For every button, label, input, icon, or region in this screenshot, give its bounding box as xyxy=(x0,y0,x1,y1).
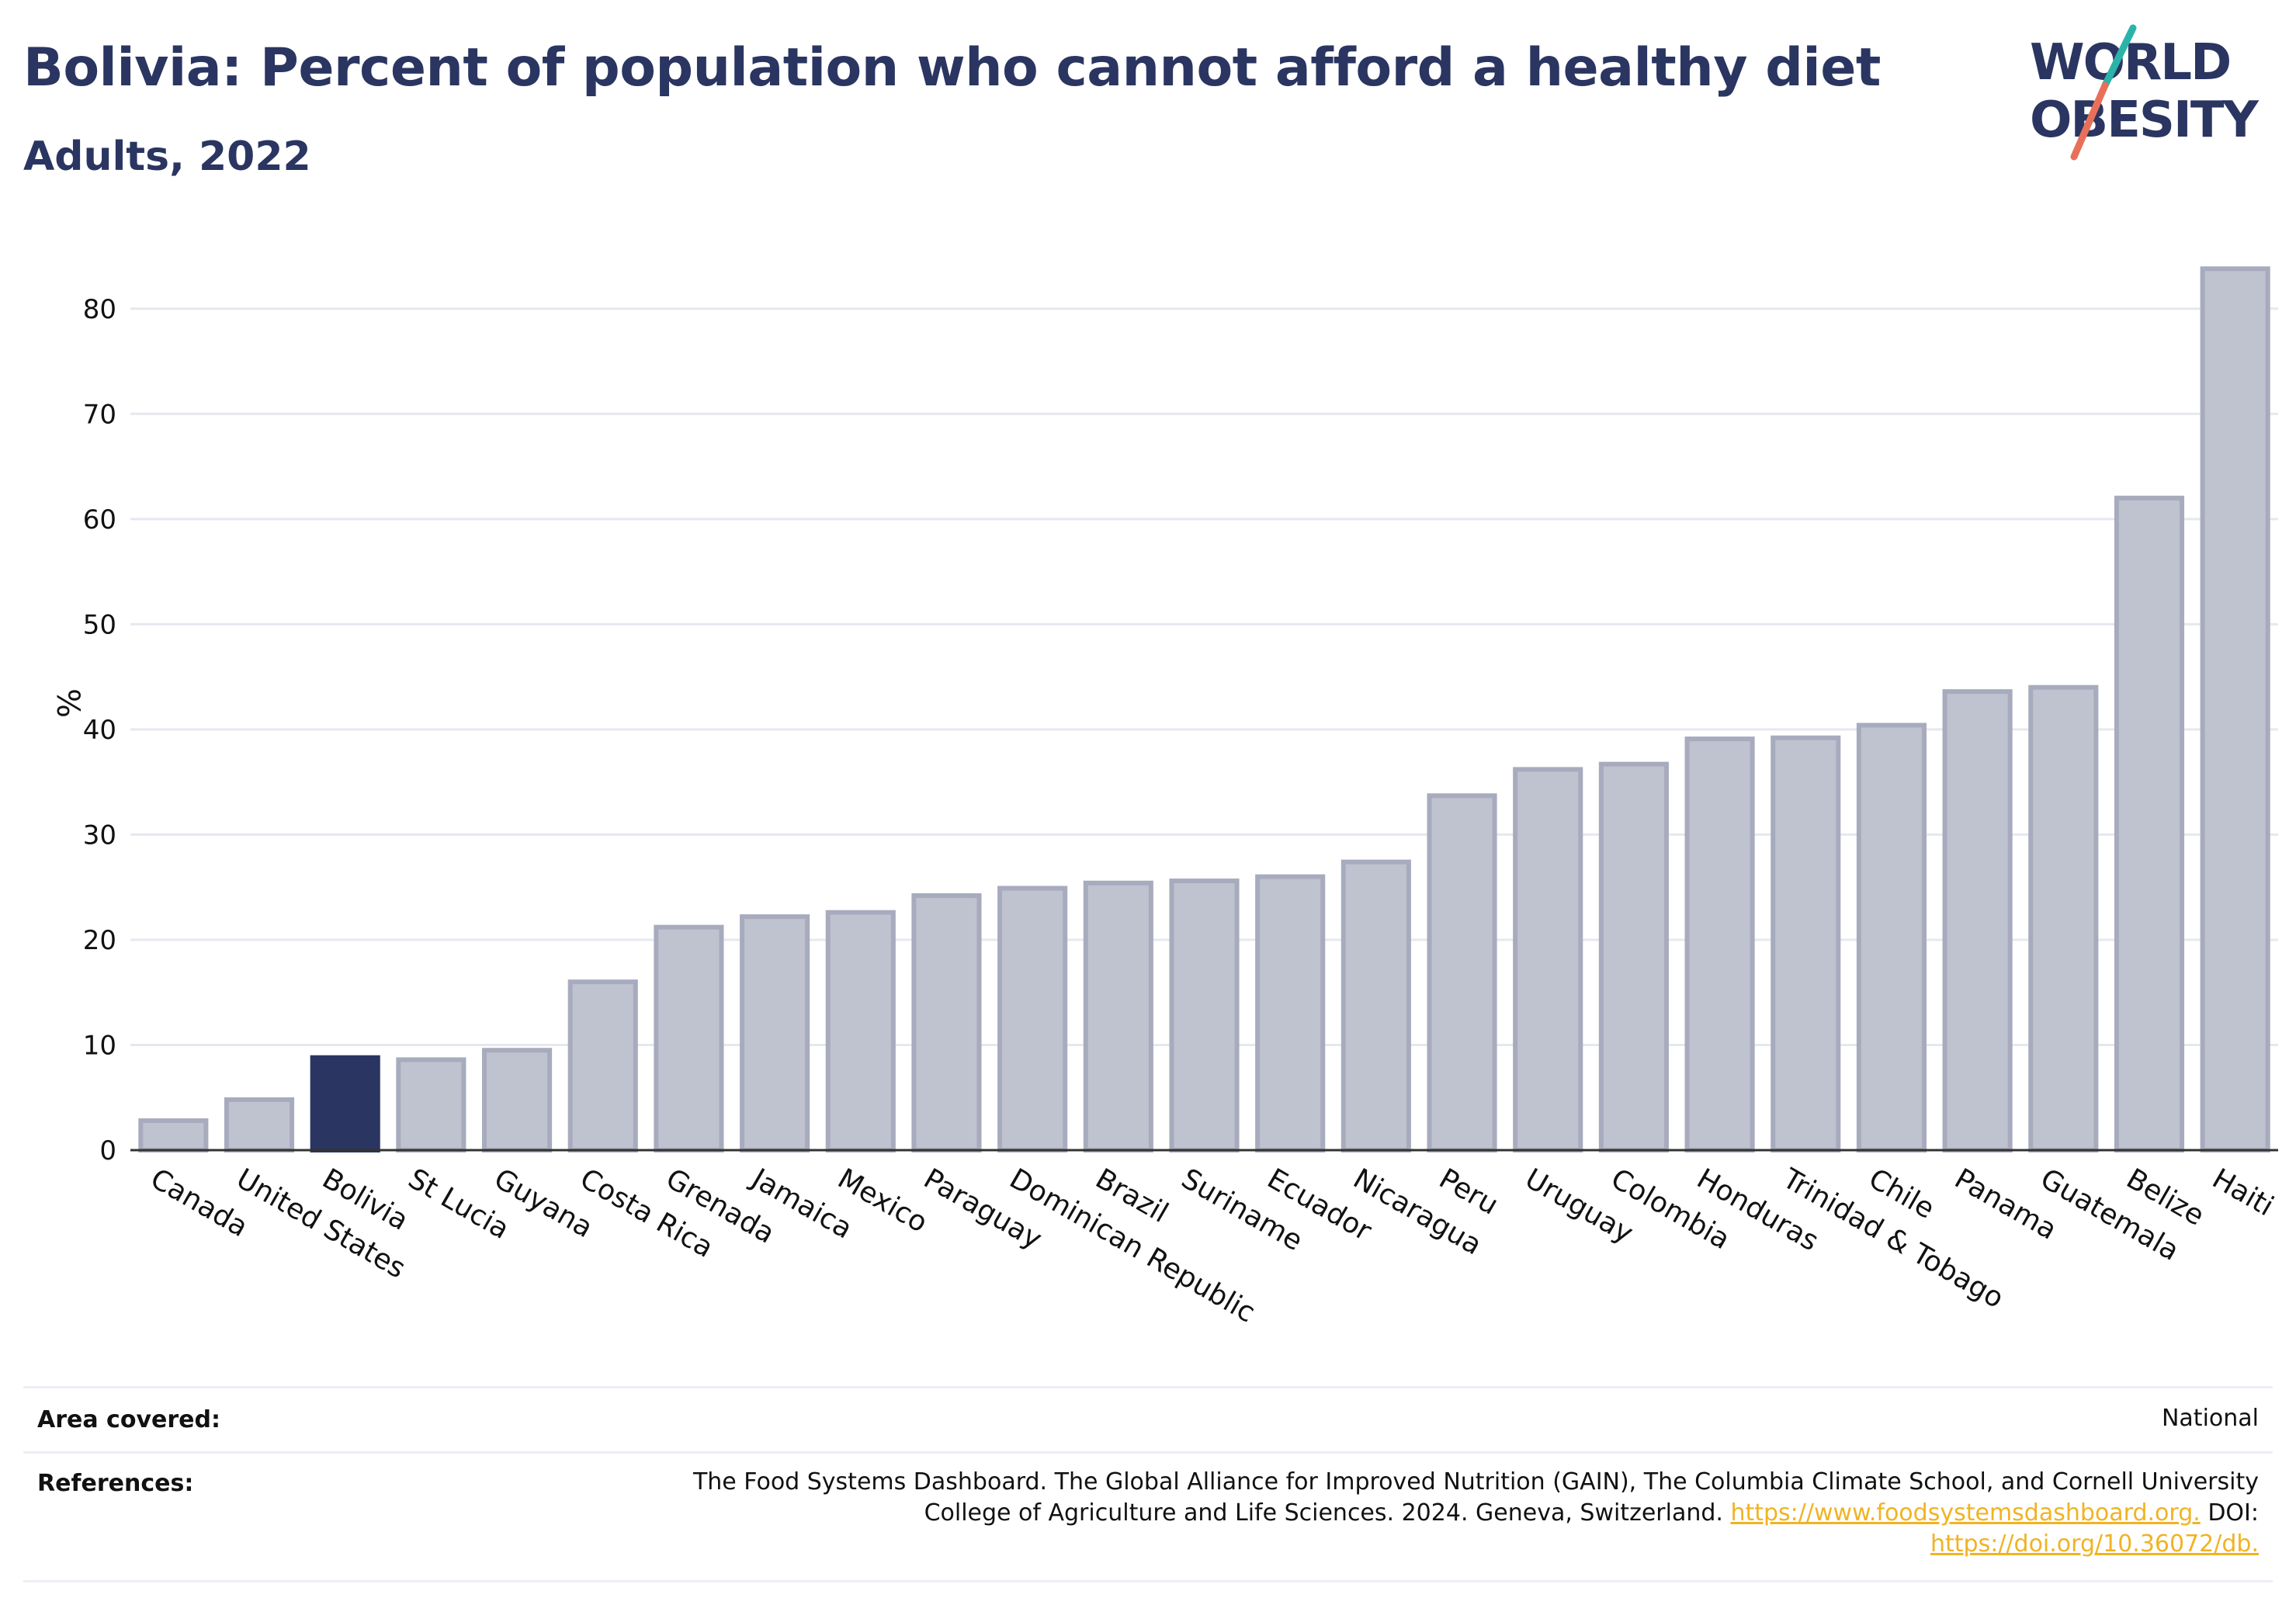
references-line-2: College of Agriculture and Life Sciences… xyxy=(693,1498,2259,1529)
bar-st-lucia xyxy=(396,1057,466,1152)
doi-label: DOI: xyxy=(2200,1499,2259,1527)
grid-lines xyxy=(130,307,2278,1046)
doi-link[interactable]: https://doi.org/10.36072/db. xyxy=(1930,1530,2259,1558)
y-tick-label: 10 xyxy=(83,1030,116,1061)
bar-grenada xyxy=(654,924,724,1153)
bar-nicaragua xyxy=(1340,859,1411,1152)
bar-paraguay xyxy=(911,893,982,1152)
bar-guyana xyxy=(482,1048,553,1153)
y-tick-label: 60 xyxy=(83,504,116,535)
bar-mexico xyxy=(825,910,896,1153)
y-tick-label: 0 xyxy=(99,1135,116,1166)
y-tick-label: 70 xyxy=(83,399,116,430)
bar-jamaica xyxy=(740,914,810,1152)
bar-peru xyxy=(1427,793,1497,1152)
references-line-3: https://doi.org/10.36072/db. xyxy=(693,1529,2259,1560)
world-obesity-logo: WORLD OBESITY xyxy=(2030,24,2260,161)
footer-rule-top xyxy=(23,1386,2273,1388)
bar-honduras xyxy=(1684,736,1755,1152)
bar-belize xyxy=(2114,495,2185,1152)
chart-subtitle: Adults, 2022 xyxy=(23,133,311,180)
footer-rule-middle xyxy=(23,1451,2273,1454)
bars xyxy=(138,266,2270,1153)
footer-references-row: References: The Food Systems Dashboard. … xyxy=(23,1454,2273,1579)
bar-trinidad-tobago xyxy=(1771,735,1841,1152)
bar-brazil xyxy=(1083,880,1153,1153)
bar-dominican-republic xyxy=(997,886,1068,1152)
bar-haiti xyxy=(2200,266,2270,1152)
references-label: References: xyxy=(37,1470,194,1497)
bar-colombia xyxy=(1598,761,1669,1152)
references-line-1: The Food Systems Dashboard. The Global A… xyxy=(692,1468,2259,1495)
bar-uruguay xyxy=(1513,767,1583,1153)
bar-guatemala xyxy=(2028,684,2099,1152)
x-tick-label: Canada xyxy=(145,1163,253,1243)
y-tick-label: 30 xyxy=(83,820,116,851)
references-line-2-text: College of Agriculture and Life Sciences… xyxy=(924,1499,1731,1527)
area-covered-value: National xyxy=(2161,1405,2259,1432)
bar-suriname xyxy=(1169,879,1240,1152)
x-tick-label: Haiti xyxy=(2207,1163,2279,1222)
footer-rule-bottom xyxy=(23,1580,2273,1582)
bar-canada xyxy=(138,1118,209,1152)
area-covered-label: Area covered: xyxy=(37,1406,220,1433)
bar-ecuador xyxy=(1255,874,1326,1152)
bar-costa-rica xyxy=(567,979,638,1153)
chart-title: Bolivia: Percent of population who canno… xyxy=(23,37,1881,99)
y-tick-label: 40 xyxy=(83,715,116,746)
footer-area-row: Area covered: National xyxy=(23,1389,2273,1451)
y-tick-label: 20 xyxy=(83,925,116,956)
logo-slash-coral xyxy=(2070,81,2109,161)
bar-united-states xyxy=(224,1097,295,1153)
logo-word-2: OBESITY xyxy=(2030,92,2259,149)
bar-chile xyxy=(1856,723,1927,1152)
logo-word-1: WORLD xyxy=(2030,34,2230,92)
y-axis-title: % xyxy=(50,688,85,718)
bar-panama xyxy=(1942,689,2013,1152)
references-text: The Food Systems Dashboard. The Global A… xyxy=(693,1467,2259,1560)
foodsystems-link[interactable]: https://www.foodsystemsdashboard.org. xyxy=(1730,1499,2201,1527)
logo-slash-teal xyxy=(2101,24,2137,89)
bar-bolivia xyxy=(310,1055,380,1153)
y-tick-label: 80 xyxy=(83,294,116,325)
y-tick-label: 50 xyxy=(83,609,116,640)
